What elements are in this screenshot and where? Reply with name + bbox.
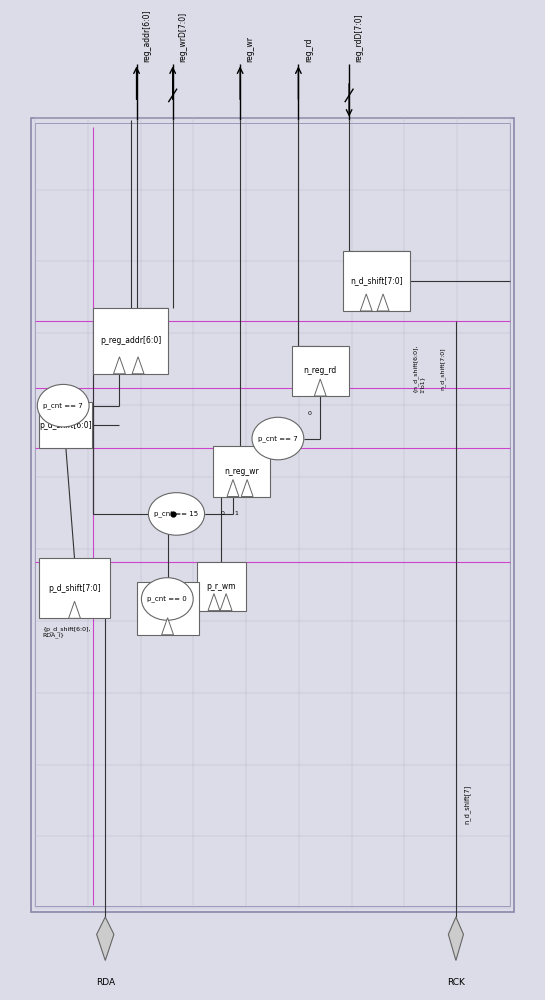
Text: n_d_shift[7]: n_d_shift[7]: [464, 784, 471, 824]
Text: p_cnt == 7: p_cnt == 7: [258, 435, 298, 442]
Polygon shape: [360, 294, 372, 311]
Ellipse shape: [37, 384, 89, 427]
Text: p_cnt == 0: p_cnt == 0: [148, 596, 187, 602]
Polygon shape: [314, 379, 326, 396]
Text: n_reg_rd: n_reg_rd: [304, 366, 337, 375]
Text: reg_wrD[7:0]: reg_wrD[7:0]: [178, 11, 187, 62]
Text: reg_rd: reg_rd: [304, 37, 313, 62]
Text: reg_rdD[7:0]: reg_rdD[7:0]: [354, 13, 364, 62]
Ellipse shape: [252, 417, 304, 460]
Polygon shape: [113, 357, 125, 374]
Text: reg_addr[6:0]: reg_addr[6:0]: [142, 9, 151, 62]
Text: RCK: RCK: [447, 978, 465, 987]
Polygon shape: [208, 594, 220, 611]
Text: {p_d_shift[6:0],
RDA_i}: {p_d_shift[6:0], RDA_i}: [42, 626, 90, 638]
Ellipse shape: [141, 578, 193, 620]
FancyBboxPatch shape: [39, 402, 92, 448]
Text: p_reg_addr[6:0]: p_reg_addr[6:0]: [100, 336, 161, 345]
Text: p_cnt == 7: p_cnt == 7: [43, 402, 83, 409]
Text: 0: 0: [220, 511, 224, 516]
FancyBboxPatch shape: [343, 251, 410, 311]
Ellipse shape: [148, 493, 204, 535]
Text: n_reg_wr: n_reg_wr: [224, 467, 259, 476]
Text: p_cnt == 15: p_cnt == 15: [154, 511, 198, 517]
Polygon shape: [241, 480, 253, 497]
Text: p_d_shift[6:0]: p_d_shift[6:0]: [40, 421, 92, 430]
FancyBboxPatch shape: [197, 562, 246, 611]
Polygon shape: [96, 917, 114, 960]
FancyBboxPatch shape: [93, 308, 168, 374]
FancyBboxPatch shape: [292, 346, 349, 396]
Text: n_d_shift[7:0]: n_d_shift[7:0]: [350, 276, 403, 285]
Polygon shape: [227, 480, 239, 497]
FancyBboxPatch shape: [137, 582, 198, 635]
FancyBboxPatch shape: [39, 558, 110, 618]
Polygon shape: [377, 294, 389, 311]
Polygon shape: [220, 594, 232, 611]
FancyBboxPatch shape: [213, 446, 270, 497]
Polygon shape: [162, 618, 173, 635]
Text: n_d_shift[7:0]: n_d_shift[7:0]: [440, 348, 445, 390]
Text: {n_d_shift[6:0],
1'b1}: {n_d_shift[6:0], 1'b1}: [413, 345, 424, 393]
Polygon shape: [132, 357, 144, 374]
Text: p_d_shift[7:0]: p_d_shift[7:0]: [48, 584, 101, 593]
Text: RDA: RDA: [96, 978, 115, 987]
Polygon shape: [449, 917, 463, 960]
Text: reg_wr: reg_wr: [246, 36, 255, 62]
Polygon shape: [69, 601, 81, 618]
Text: p_cnt[3:0]: p_cnt[3:0]: [148, 604, 187, 613]
Text: 0: 0: [307, 411, 311, 416]
Text: p_r_wm: p_r_wm: [207, 582, 236, 591]
Text: 1: 1: [234, 511, 238, 516]
